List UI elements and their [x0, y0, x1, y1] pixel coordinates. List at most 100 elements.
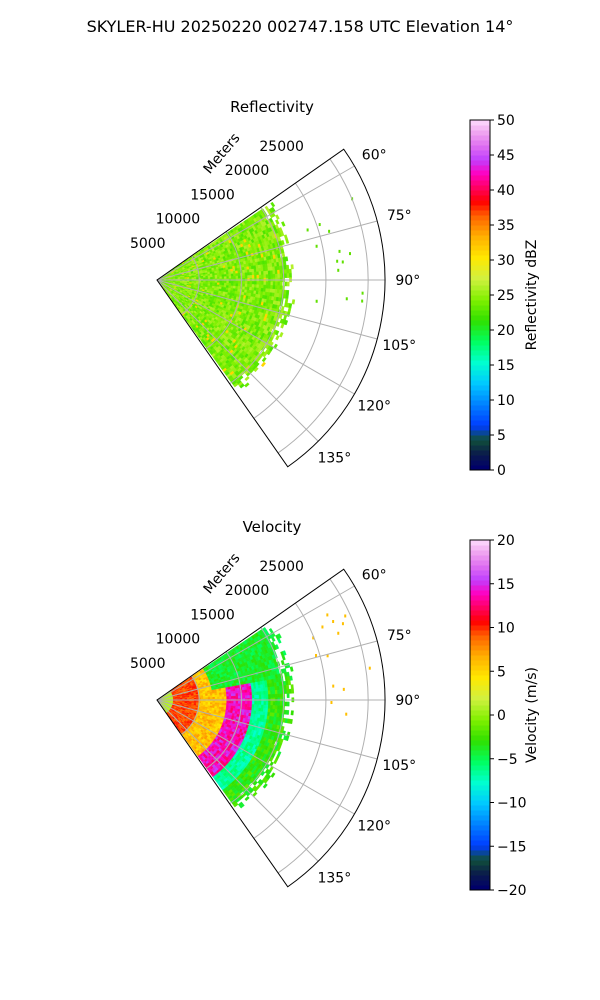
data-cell: [244, 695, 248, 699]
data-cell: [235, 703, 239, 707]
data-speck: [338, 249, 341, 253]
data-cell: [284, 281, 288, 287]
data-cell: [279, 281, 283, 287]
data-cell: [247, 275, 251, 279]
data-cell: [285, 264, 290, 270]
colorbar-segment: [470, 260, 490, 266]
data-cell: [254, 284, 257, 289]
data-cell: [284, 298, 289, 304]
colorbar-segment: [470, 275, 490, 281]
colorbar-segment: [470, 355, 490, 361]
data-cell: [219, 696, 223, 700]
data-cell: [254, 694, 258, 699]
colorbar-segment: [470, 250, 490, 256]
data-cell: [226, 700, 230, 704]
colorbar-segment: [470, 360, 490, 366]
data-cell: [285, 294, 289, 300]
data-cell: [224, 696, 227, 700]
data-cell: [249, 692, 253, 696]
data-cell: [275, 219, 280, 225]
colorbar-segment: [470, 220, 490, 226]
data-cell: [233, 273, 237, 277]
data-cell: [244, 375, 250, 382]
data-cell: [242, 281, 246, 285]
colorbar-segment: [470, 345, 490, 351]
colorbar-segment: [470, 400, 490, 406]
azimuth-tick-label: 105°: [382, 338, 416, 354]
data-cell: [212, 696, 216, 700]
colorbar-segment: [470, 295, 490, 301]
data-cell: [249, 704, 253, 708]
data-cell: [286, 273, 290, 278]
data-cell: [251, 701, 255, 705]
radial-tick-label: 10000: [156, 212, 201, 228]
data-cell: [291, 299, 296, 305]
colorbar-segment: [470, 410, 490, 416]
data-cell: [247, 272, 250, 276]
colorbar-segment: [470, 190, 490, 196]
data-cell: [287, 307, 292, 313]
data-cell: [214, 274, 218, 278]
data-cell: [284, 273, 288, 278]
data-cell: [249, 281, 253, 285]
colorbar-segment: [470, 420, 490, 426]
data-cell: [223, 694, 227, 697]
data-cell: [286, 289, 290, 295]
data-cell: [217, 280, 220, 284]
data-cell: [214, 696, 218, 700]
colorbar-segment: [470, 395, 490, 401]
data-cell: [216, 694, 220, 698]
colorbar-segment: [470, 155, 490, 161]
data-cell: [221, 274, 225, 277]
data-cell: [237, 283, 241, 287]
data-cell: [288, 268, 292, 274]
data-cell: [244, 281, 248, 285]
data-cell: [214, 694, 218, 698]
data-cell: [203, 277, 206, 280]
data-cell: [216, 274, 220, 278]
data-cell: [231, 696, 234, 699]
data-cell: [230, 273, 234, 277]
colorbar-segment: [470, 370, 490, 376]
data-cell: [226, 703, 230, 706]
reflectivity-panel: Reflectivity500010000150002000025000Mete…: [130, 98, 540, 479]
colorbar-segment: [470, 200, 490, 206]
data-cell: [277, 253, 281, 259]
data-cell: [231, 700, 234, 704]
colorbar-tick-label: 20: [497, 323, 515, 339]
data-cell: [244, 283, 248, 288]
colorbar-segment: [470, 430, 490, 436]
data-speck: [315, 244, 318, 248]
radial-tick-label: 20000: [225, 163, 270, 179]
data-speck: [361, 291, 364, 295]
data-cell: [251, 691, 255, 696]
colorbar-segment: [470, 340, 490, 346]
data-cell: [217, 276, 220, 280]
colorbar-segment: [470, 125, 490, 131]
data-cell: [235, 283, 239, 287]
colorbar-segment: [470, 435, 490, 441]
data-cell: [235, 273, 239, 277]
colorbar-segment: [470, 425, 490, 431]
colorbar-segment: [470, 380, 490, 386]
radial-tick-label: 25000: [259, 139, 304, 155]
colorbar-segment: [470, 445, 490, 451]
data-cell: [275, 214, 280, 220]
data-cell: [219, 700, 223, 704]
data-cell: [258, 281, 262, 286]
data-cell: [279, 273, 283, 279]
data-cell: [228, 280, 232, 284]
azimuth-tick-label: 75°: [387, 208, 412, 224]
data-cell: [290, 264, 294, 270]
data-cell: [228, 283, 232, 287]
colorbar-segment: [470, 450, 490, 456]
data-cell: [265, 274, 269, 279]
colorbar-segment: [470, 280, 490, 286]
colorbar-segment: [470, 365, 490, 371]
data-cell: [263, 281, 267, 286]
data-cell: [242, 275, 246, 279]
data-cell: [272, 281, 276, 286]
data-cell: [221, 700, 225, 704]
colorbar-segment: [470, 140, 490, 146]
